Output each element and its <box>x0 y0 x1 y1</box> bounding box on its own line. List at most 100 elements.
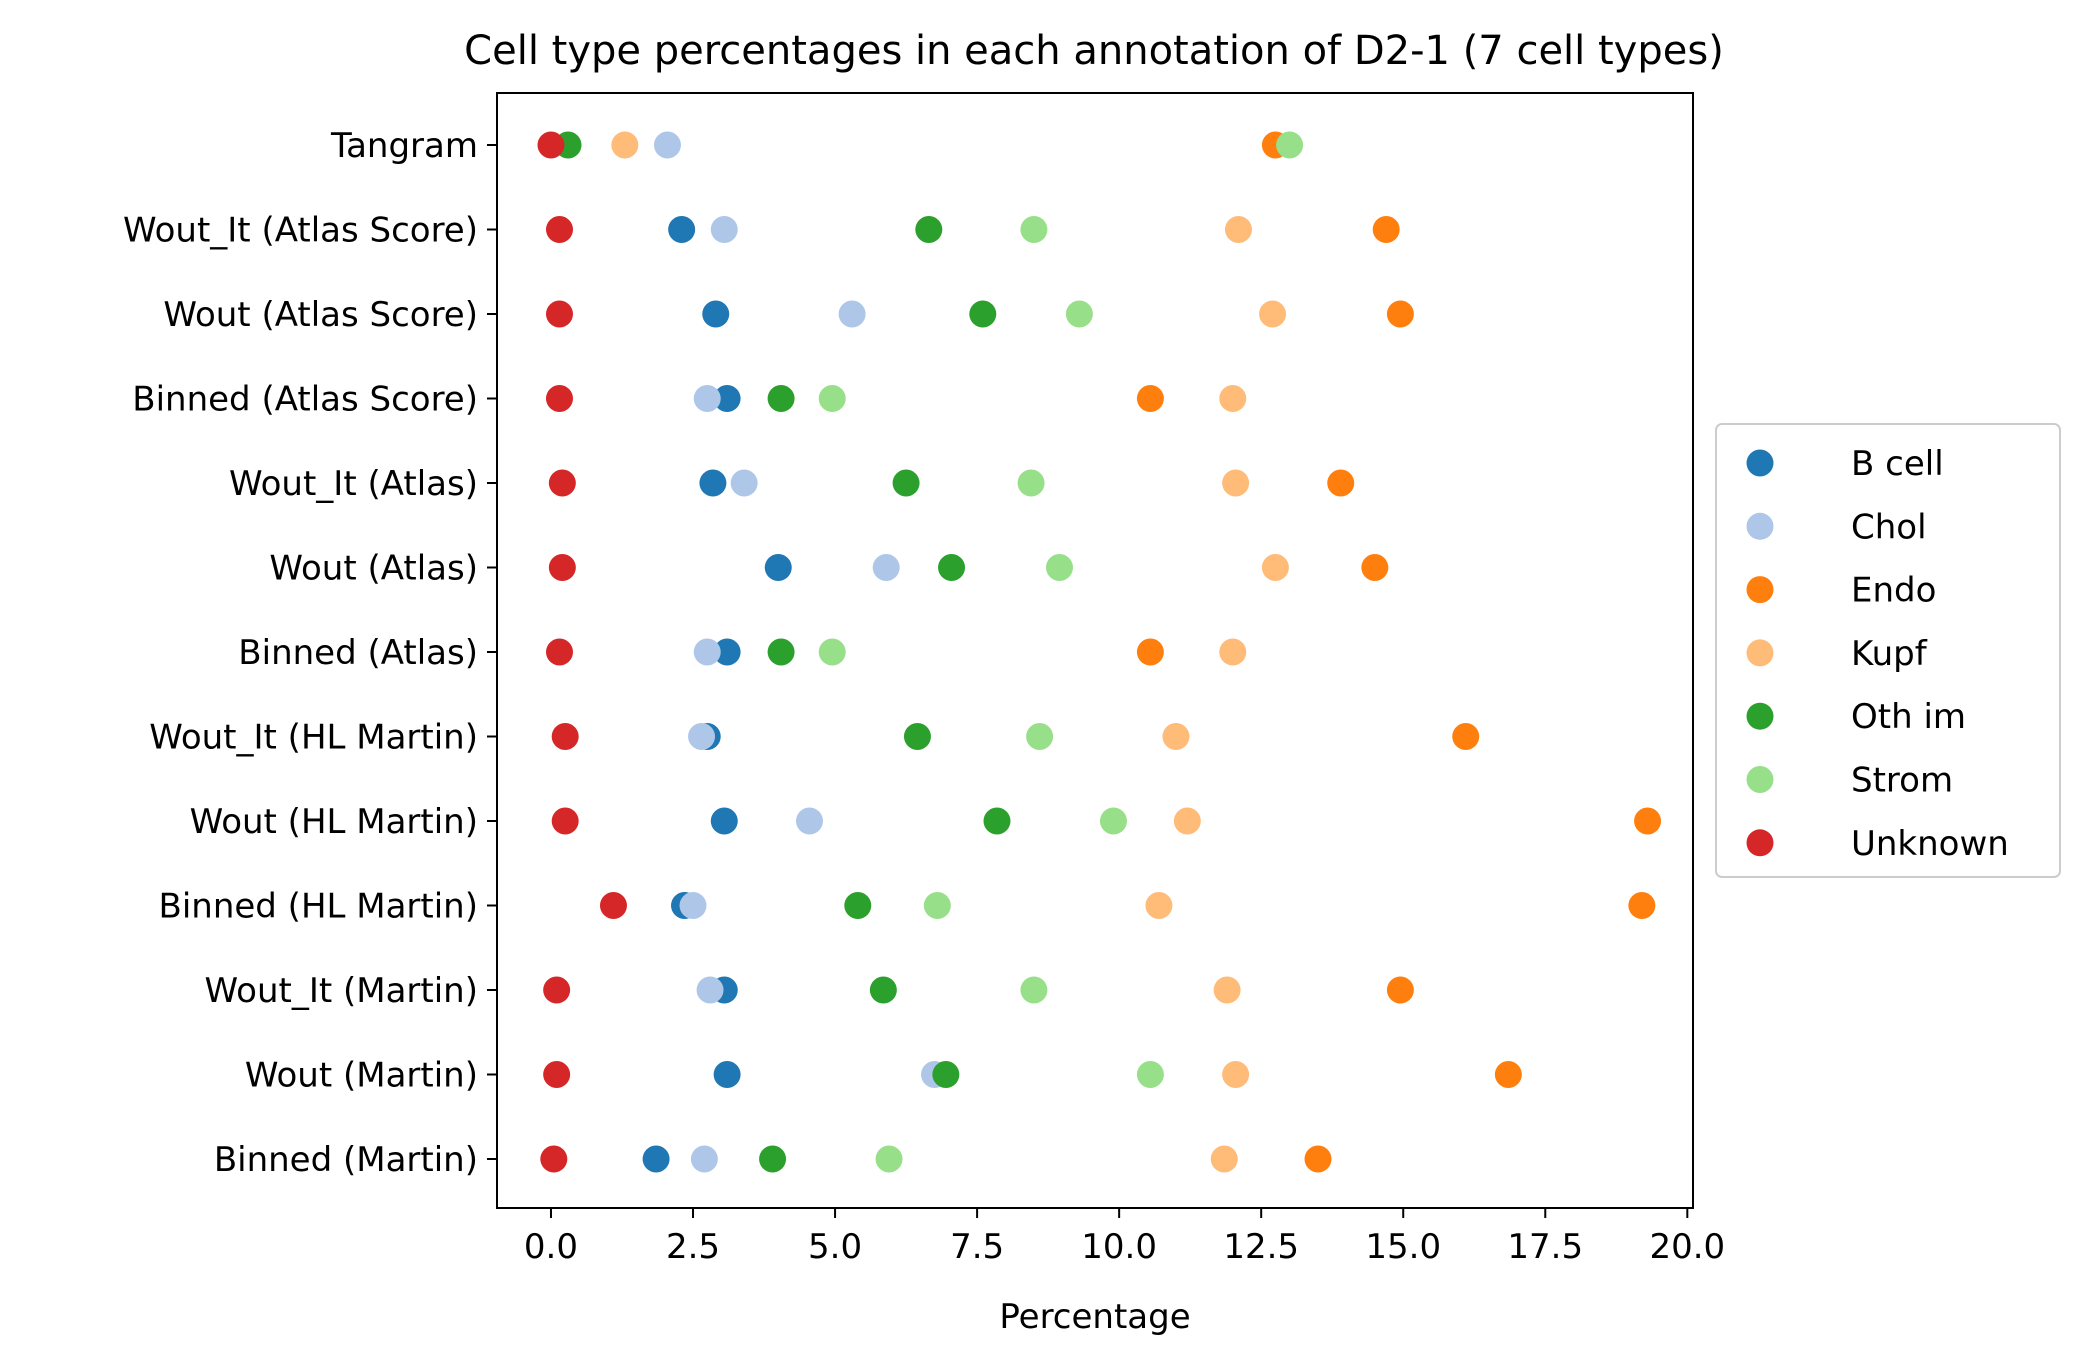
legend-marker <box>1746 829 1774 857</box>
point-b-cell <box>713 385 741 412</box>
point-unknown <box>543 1061 571 1088</box>
point-strom <box>875 1145 903 1173</box>
point-unknown <box>551 723 579 750</box>
point-endo <box>1634 807 1662 835</box>
y-tick-label: Wout_It (Atlas Score) <box>123 211 478 251</box>
point-chol <box>710 216 738 243</box>
point-kupf <box>1219 638 1247 666</box>
legend-label: B cell <box>1851 444 1944 484</box>
point-chol <box>795 807 823 835</box>
point-oth-im <box>844 892 872 919</box>
y-tick-label: Wout (HL Martin) <box>190 802 478 842</box>
legend-label: Strom <box>1851 761 1953 801</box>
point-chol <box>730 469 758 497</box>
point-endo <box>1386 300 1414 328</box>
chart-title: Cell type percentages in each annotation… <box>464 28 1724 74</box>
point-strom <box>1017 469 1045 497</box>
point-endo <box>1452 723 1480 750</box>
x-tick-label: 15.0 <box>1365 1227 1441 1267</box>
point-kupf <box>1213 976 1241 1004</box>
point-unknown <box>548 554 576 581</box>
point-chol <box>690 1145 718 1173</box>
point-unknown <box>545 300 573 328</box>
legend-label: Kupf <box>1851 634 1928 674</box>
point-oth-im <box>892 469 920 497</box>
legend-marker <box>1746 576 1774 604</box>
point-oth-im <box>983 807 1011 835</box>
point-endo <box>1136 638 1164 666</box>
point-unknown <box>540 1145 568 1173</box>
y-tick-label: Binned (HL Martin) <box>159 887 479 927</box>
point-unknown <box>545 638 573 666</box>
point-chol <box>872 554 900 581</box>
point-unknown <box>543 976 571 1004</box>
x-tick-label: 17.5 <box>1507 1227 1583 1267</box>
point-strom <box>1020 216 1048 243</box>
x-axis-label: Percentage <box>999 1297 1190 1337</box>
point-strom <box>1065 300 1093 328</box>
point-oth-im <box>915 216 943 243</box>
y-tick-label: Tangram <box>330 126 478 166</box>
data-points <box>537 131 1662 1173</box>
point-kupf <box>1173 807 1201 835</box>
point-b-cell <box>699 469 727 497</box>
y-tick-label: Binned (Atlas Score) <box>132 380 478 420</box>
point-b-cell <box>642 1145 670 1173</box>
point-oth-im <box>767 385 795 412</box>
point-b-cell <box>710 807 738 835</box>
point-kupf <box>1219 385 1247 412</box>
point-unknown <box>551 807 579 835</box>
point-strom <box>1026 723 1054 750</box>
legend: B cell Chol Endo Kupf Oth im Strom Unknown <box>1715 423 2061 878</box>
point-strom <box>818 385 846 412</box>
point-endo <box>1136 385 1164 412</box>
x-axis: 0.0 2.5 5.0 7.5 10.0 12.5 15.0 17.5 20.0 <box>524 1208 1725 1267</box>
point-b-cell <box>764 554 792 581</box>
point-b-cell <box>702 300 730 328</box>
legend-marker <box>1746 766 1774 793</box>
legend-marker <box>1746 512 1774 540</box>
point-unknown <box>537 131 565 159</box>
plot-area-frame <box>496 92 1694 1209</box>
y-tick-label: Wout_It (HL Martin) <box>149 718 478 758</box>
point-endo <box>1304 1145 1332 1173</box>
point-oth-im <box>969 300 997 328</box>
point-b-cell <box>668 216 696 243</box>
point-chol <box>693 638 721 666</box>
y-tick-label: Binned (Martin) <box>214 1140 478 1180</box>
y-tick-label: Wout (Martin) <box>245 1056 478 1096</box>
legend-box <box>1715 423 2061 878</box>
point-oth-im <box>759 1145 787 1173</box>
point-endo <box>1327 469 1355 497</box>
point-kupf <box>611 131 639 159</box>
y-tick-label: Binned (Atlas) <box>238 633 478 673</box>
point-unknown <box>545 385 573 412</box>
x-tick-label: 5.0 <box>808 1227 862 1267</box>
point-kupf <box>1261 554 1289 581</box>
point-chol <box>838 300 866 328</box>
point-chol <box>679 892 707 919</box>
point-endo <box>1494 1061 1522 1088</box>
legend-label: Oth im <box>1851 697 1966 737</box>
point-strom <box>1045 554 1073 581</box>
point-chol <box>653 131 681 159</box>
legend-marker <box>1746 639 1774 667</box>
point-endo <box>1361 554 1389 581</box>
y-axis: Tangram Wout_It (Atlas Score) Wout (Atlas … <box>123 126 497 1180</box>
point-kupf <box>1162 723 1190 750</box>
legend-label: Unknown <box>1851 824 2009 864</box>
legend-label: Chol <box>1851 507 1927 547</box>
point-chol <box>693 385 721 412</box>
y-tick-label: Wout (Atlas Score) <box>163 295 478 335</box>
x-tick-label: 12.5 <box>1223 1227 1299 1267</box>
point-strom <box>1020 976 1048 1004</box>
point-oth-im <box>938 554 966 581</box>
point-endo <box>1386 976 1414 1004</box>
point-kupf <box>1259 300 1287 328</box>
point-unknown <box>599 892 627 919</box>
point-strom <box>923 892 951 919</box>
point-strom <box>1136 1061 1164 1088</box>
x-tick-label: 2.5 <box>666 1227 720 1267</box>
point-oth-im <box>932 1061 960 1088</box>
